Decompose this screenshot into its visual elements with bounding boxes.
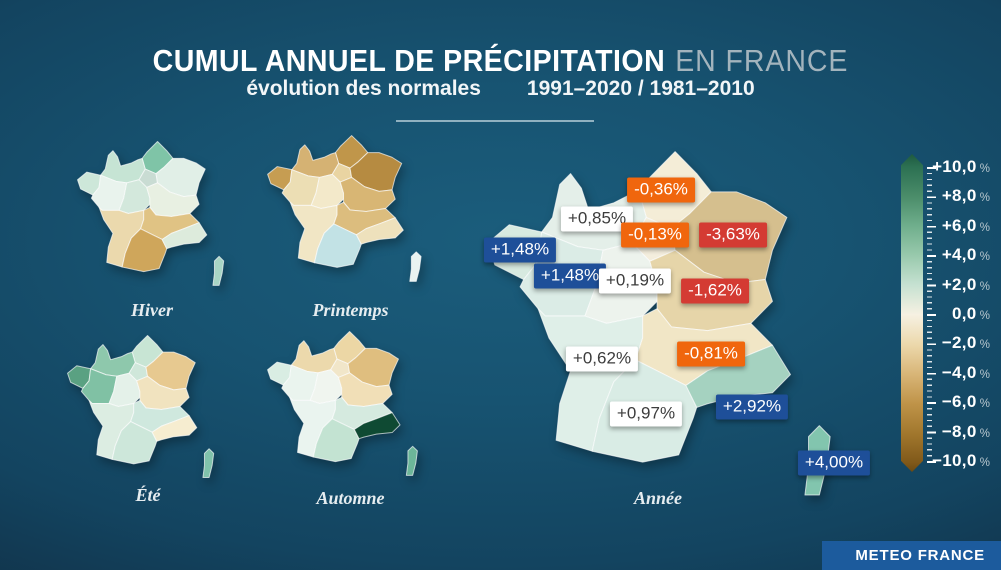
scale-tick-label: +2,0 % xyxy=(941,274,990,294)
region-occitanie xyxy=(112,422,157,464)
caption-printemps: Printemps xyxy=(312,300,389,320)
caption-automne: Automne xyxy=(316,488,385,508)
region-corse xyxy=(406,446,417,475)
caption-ete: Été xyxy=(135,485,161,505)
region-occitanie xyxy=(314,224,361,267)
title-main: CUMUL ANNUEL DE PRÉCIPITATION xyxy=(152,42,666,78)
meteo-france-logo: METEO FRANCE xyxy=(822,541,1001,570)
region-occitanie xyxy=(313,419,359,462)
scale-tick-label: −2,0 % xyxy=(941,333,990,353)
subtitle: évolution des normales 1991–2020 / 1981–2… xyxy=(0,77,1001,101)
colorbar-gradient xyxy=(901,154,923,472)
map-hiver xyxy=(76,140,236,290)
scale-tick-label: −8,0 % xyxy=(941,421,990,441)
map-ete xyxy=(66,334,226,482)
region-corse xyxy=(410,252,421,281)
page-title: CUMUL ANNUEL DE PRÉCIPITATION EN FRANCE xyxy=(40,43,961,79)
map-annee xyxy=(484,148,859,506)
subtitle-divider xyxy=(396,120,594,122)
region-corse xyxy=(203,449,214,478)
caption-annee: Année xyxy=(633,488,682,508)
region-centre xyxy=(311,174,343,208)
region-centre xyxy=(119,180,150,214)
scale-tick-label: −4,0 % xyxy=(941,362,990,382)
scale-tick-label: +8,0 % xyxy=(941,186,990,206)
scale-labels: +10,0 % +8,0 % +6,0 % +4,0 % +2,0 % 0,0 % −2,0… xyxy=(932,155,992,475)
region-paca xyxy=(152,416,197,442)
colorbar-major-ticks xyxy=(927,167,936,464)
scale-tick-label: +6,0 % xyxy=(941,215,990,235)
region-corse xyxy=(213,256,224,285)
region-paca xyxy=(354,413,400,439)
region-paca xyxy=(356,218,403,244)
scale-tick-label: +10,0 % xyxy=(932,157,990,176)
scale-tick-label: −6,0 % xyxy=(941,392,990,412)
scale-tick-label: +4,0 % xyxy=(941,245,990,265)
scale-tick-label: 0,0 % xyxy=(952,304,990,323)
caption-hiver: Hiver xyxy=(131,300,173,320)
region-centre xyxy=(109,373,140,406)
map-printemps xyxy=(266,134,434,286)
region-occitanie xyxy=(122,229,167,272)
region-corse xyxy=(805,426,830,495)
region-centre xyxy=(310,370,342,404)
subtitle-left: évolution des normales xyxy=(246,77,481,100)
subtitle-period: 1991–2020 / 1981–2010 xyxy=(526,77,755,100)
region-paca xyxy=(162,223,207,249)
map-automne xyxy=(266,330,430,480)
scale-tick-label: −10,0 % xyxy=(932,451,990,470)
title-suffix: EN FRANCE xyxy=(675,42,849,78)
